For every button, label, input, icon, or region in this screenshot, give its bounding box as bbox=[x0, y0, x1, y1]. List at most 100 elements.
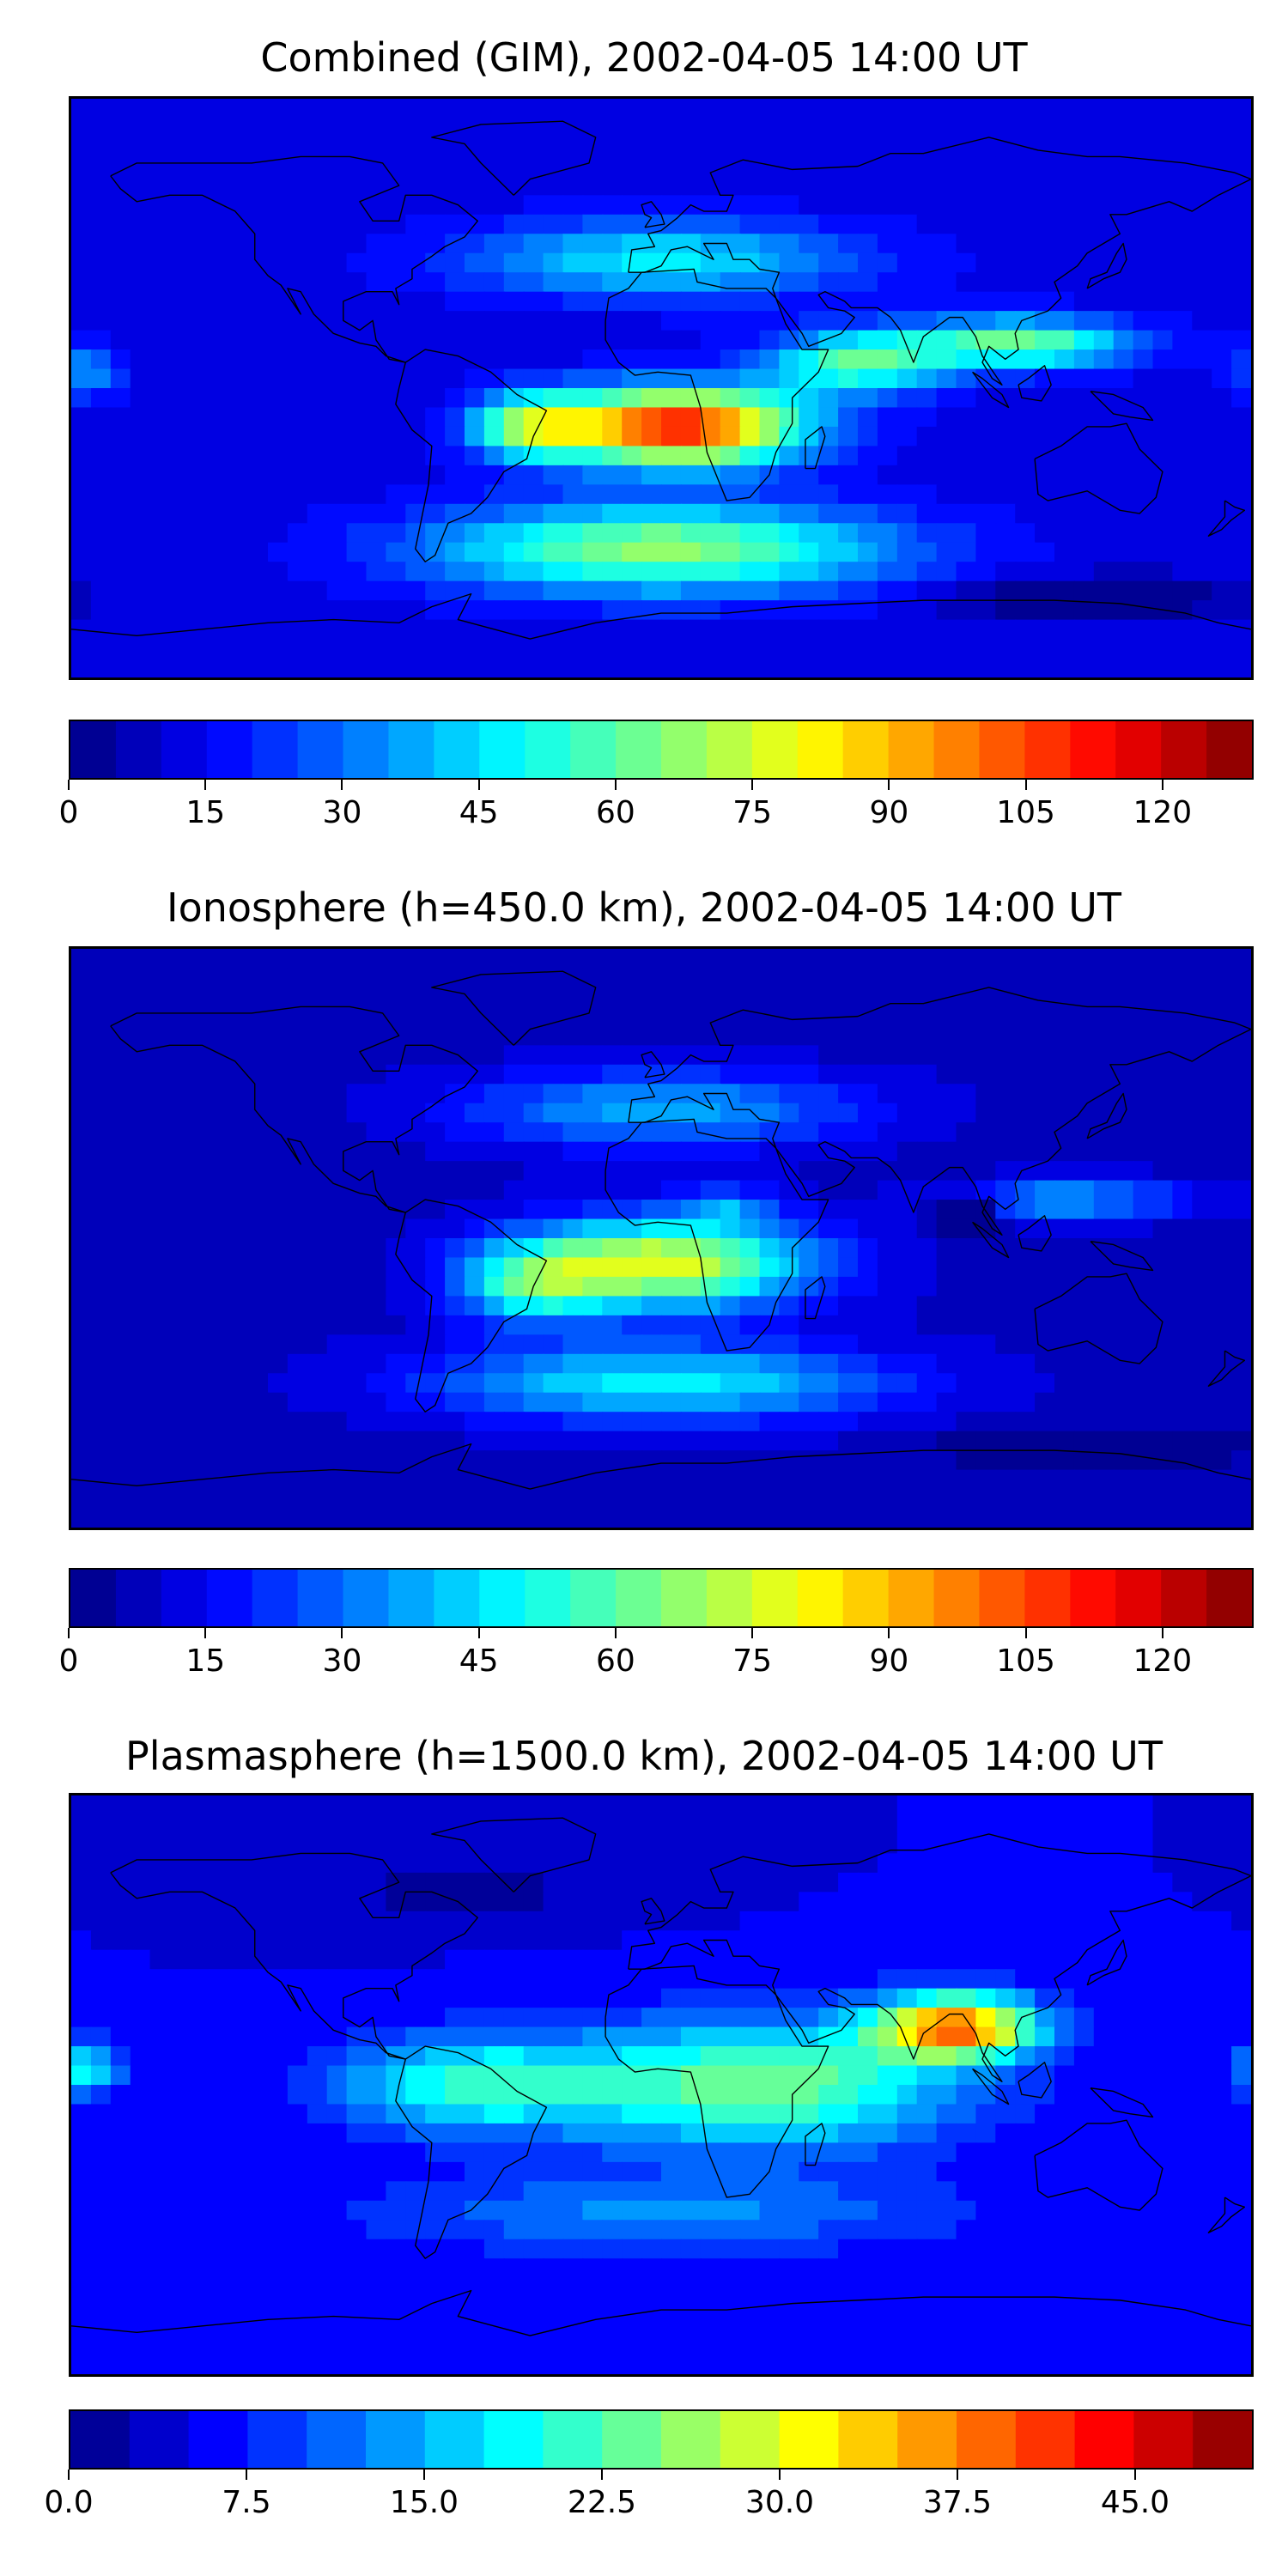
heatmap-cell bbox=[582, 503, 604, 525]
heatmap-cell bbox=[956, 99, 977, 119]
heatmap-cell bbox=[720, 465, 741, 486]
heatmap-cell bbox=[838, 446, 860, 466]
heatmap-cell bbox=[1172, 523, 1194, 544]
heatmap-cell bbox=[622, 1949, 643, 1971]
heatmap-cell bbox=[602, 175, 623, 197]
heatmap-cell bbox=[366, 1353, 387, 1375]
heatmap-cell bbox=[268, 1296, 289, 1316]
heatmap-cell bbox=[838, 1045, 860, 1066]
heatmap-cell bbox=[1152, 465, 1174, 486]
heatmap-cell bbox=[622, 2046, 643, 2067]
coastline bbox=[432, 971, 596, 1045]
heatmap-cell bbox=[956, 407, 977, 428]
heatmap-cell bbox=[1212, 2181, 1233, 2202]
heatmap-cell bbox=[1054, 1296, 1076, 1316]
heatmap-cell bbox=[71, 1296, 93, 1316]
heatmap-cell bbox=[346, 1911, 368, 1932]
heatmap-cell bbox=[562, 2008, 584, 2028]
heatmap-cell bbox=[1113, 1045, 1134, 1066]
heatmap-cell bbox=[465, 1969, 486, 1990]
heatmap-cell bbox=[1231, 2142, 1251, 2163]
heatmap-cell bbox=[661, 2142, 683, 2163]
heatmap-cell bbox=[483, 2046, 505, 2067]
heatmap-cell bbox=[209, 1373, 230, 1394]
heatmap-cell bbox=[1133, 446, 1154, 466]
heatmap-cell bbox=[287, 949, 308, 969]
heatmap-cell bbox=[1231, 1412, 1251, 1432]
heatmap-cell bbox=[1054, 2065, 1076, 2087]
heatmap-cell bbox=[1093, 1122, 1115, 1143]
coastline bbox=[1091, 392, 1153, 421]
heatmap-cell bbox=[916, 2123, 938, 2144]
heatmap-cell bbox=[1093, 658, 1115, 677]
heatmap-cell bbox=[169, 1469, 191, 1491]
heatmap-cell bbox=[1172, 368, 1194, 390]
heatmap-cell bbox=[1231, 272, 1251, 293]
heatmap-cell bbox=[268, 330, 289, 351]
heatmap-cell bbox=[956, 1795, 977, 1816]
heatmap-plasmasphere bbox=[71, 1795, 1251, 2374]
heatmap-cell bbox=[975, 426, 997, 447]
heatmap-cell bbox=[287, 2065, 308, 2087]
heatmap-cell bbox=[838, 426, 860, 447]
heatmap-cell bbox=[956, 1373, 977, 1394]
heatmap-cell bbox=[858, 1334, 879, 1355]
heatmap-cell bbox=[916, 1412, 938, 1432]
heatmap-cell bbox=[779, 349, 800, 370]
heatmap-cell bbox=[1073, 1200, 1095, 1220]
heatmap-cell bbox=[1073, 484, 1095, 505]
heatmap-cell bbox=[366, 1045, 387, 1066]
heatmap-cell bbox=[1015, 639, 1036, 659]
heatmap-cell bbox=[1192, 1296, 1213, 1316]
heatmap-cell bbox=[169, 1276, 191, 1297]
heatmap-cell bbox=[739, 1988, 761, 2009]
heatmap-cell bbox=[975, 2008, 997, 2028]
heatmap-cell bbox=[720, 1045, 741, 1066]
heatmap-cell bbox=[1192, 214, 1213, 235]
heatmap-cell bbox=[1133, 465, 1154, 486]
heatmap-cell bbox=[622, 1238, 643, 1259]
heatmap-cell bbox=[228, 2181, 250, 2202]
heatmap-cell bbox=[956, 1872, 977, 1893]
heatmap-cell bbox=[326, 1930, 348, 1951]
heatmap-cell bbox=[680, 1296, 702, 1316]
heatmap-cell bbox=[248, 1045, 270, 1066]
heatmap-cell bbox=[386, 600, 407, 621]
colorbar-ticks-ionosphere: 0 15 30 45 60 75 90 105 120 bbox=[59, 1628, 1254, 1688]
heatmap-cell bbox=[562, 484, 584, 505]
heatmap-cell bbox=[307, 968, 328, 989]
heatmap-cell bbox=[425, 1218, 447, 1240]
heatmap-cell bbox=[1192, 1161, 1213, 1182]
heatmap-cell bbox=[209, 1334, 230, 1355]
heatmap-cell bbox=[326, 2181, 348, 2202]
heatmap-cell bbox=[1212, 214, 1233, 235]
heatmap-cell bbox=[602, 2123, 623, 2144]
heatmap-cell bbox=[995, 1489, 1017, 1510]
heatmap-cell bbox=[248, 1911, 270, 1932]
heatmap-cell bbox=[877, 1930, 898, 1951]
heatmap-cell bbox=[366, 175, 387, 197]
heatmap-cell bbox=[896, 2046, 918, 2067]
heatmap-cell bbox=[1054, 1200, 1076, 1220]
heatmap-cell bbox=[405, 99, 427, 119]
heatmap-cell bbox=[209, 234, 230, 254]
heatmap-cell bbox=[641, 1103, 663, 1124]
heatmap-cell bbox=[1133, 234, 1154, 254]
heatmap-cell bbox=[209, 1392, 230, 1413]
heatmap-cell bbox=[287, 446, 308, 466]
heatmap-cell bbox=[1093, 1508, 1115, 1528]
heatmap-cell bbox=[189, 1296, 210, 1316]
heatmap-cell bbox=[956, 2142, 977, 2163]
heatmap-cell bbox=[307, 1315, 328, 1336]
heatmap-cell bbox=[366, 1469, 387, 1491]
heatmap-cell bbox=[405, 987, 427, 1008]
heatmap-cell bbox=[661, 523, 683, 544]
heatmap-cell bbox=[1172, 1161, 1194, 1182]
heatmap-cell bbox=[858, 1969, 879, 1990]
map-plasmasphere bbox=[69, 1793, 1254, 2377]
heatmap-cell bbox=[483, 291, 505, 313]
heatmap-cell bbox=[622, 542, 643, 563]
heatmap-cell bbox=[1192, 407, 1213, 428]
heatmap-cell bbox=[130, 1238, 151, 1259]
heatmap-cell bbox=[896, 1469, 918, 1491]
